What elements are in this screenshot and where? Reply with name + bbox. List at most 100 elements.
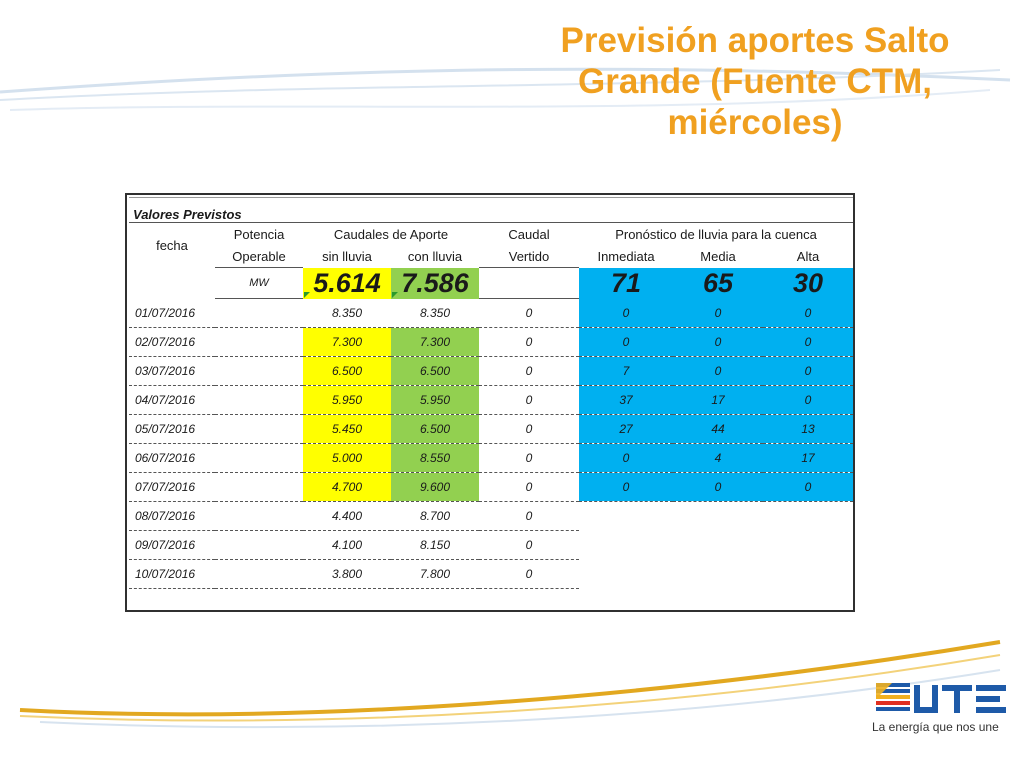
cell-fecha: 07/07/2016 bbox=[129, 472, 215, 502]
cell-con-lluvia: 8.350 bbox=[391, 298, 479, 328]
cell-inmediata: 37 bbox=[579, 385, 673, 415]
cell-alta bbox=[763, 502, 853, 531]
cell-inmediata: 0 bbox=[579, 327, 673, 357]
cell-vertido: 0 bbox=[479, 385, 579, 415]
cell-con-lluvia: 6.500 bbox=[391, 414, 479, 444]
header-potencia-1: Potencia bbox=[215, 222, 303, 245]
cell-vertido: 0 bbox=[479, 501, 579, 531]
cell-inmediata: 0 bbox=[579, 472, 673, 502]
cell-fecha: 02/07/2016 bbox=[129, 327, 215, 357]
table-row: 02/07/2016 7.300 7.300 0 0 0 0 bbox=[129, 327, 854, 357]
table-row: 05/07/2016 5.450 6.500 0 27 44 13 bbox=[129, 414, 854, 444]
cell-media bbox=[673, 560, 763, 589]
cell-media: 0 bbox=[673, 356, 763, 386]
cell-inmediata bbox=[579, 502, 673, 531]
total-inmediata: 71 bbox=[579, 267, 673, 299]
cell-con-lluvia: 5.950 bbox=[391, 385, 479, 415]
cell-con-lluvia: 6.500 bbox=[391, 356, 479, 386]
cell-sin-lluvia: 6.500 bbox=[303, 356, 391, 386]
cell-fecha: 08/07/2016 bbox=[129, 501, 215, 531]
table-row: 01/07/2016 8.350 8.350 0 0 0 0 bbox=[129, 298, 854, 328]
header-caudal-2: Vertido bbox=[508, 248, 550, 264]
logo-tagline: La energía que nos une bbox=[872, 720, 999, 734]
table-row: 10/07/2016 3.800 7.800 0 bbox=[129, 559, 853, 589]
header-caudales: Caudales de Aporte bbox=[303, 222, 479, 245]
cell-sin-lluvia: 4.400 bbox=[303, 501, 391, 531]
cell-sin-lluvia: 5.450 bbox=[303, 414, 391, 444]
cell-potencia bbox=[215, 298, 303, 328]
cell-fecha: 10/07/2016 bbox=[129, 559, 215, 589]
cell-con-lluvia: 8.150 bbox=[391, 530, 479, 560]
cell-alta: 0 bbox=[763, 298, 854, 328]
cell-potencia bbox=[215, 327, 303, 357]
unit-mw: MW bbox=[215, 267, 303, 299]
cell-media: 4 bbox=[673, 443, 763, 473]
cell-alta: 13 bbox=[763, 414, 854, 444]
cell-alta: 0 bbox=[763, 327, 854, 357]
cell-fecha: 05/07/2016 bbox=[129, 414, 215, 444]
cell-inmediata: 0 bbox=[579, 298, 673, 328]
cell-sin-lluvia: 3.800 bbox=[303, 559, 391, 589]
table-row: 04/07/2016 5.950 5.950 0 37 17 0 bbox=[129, 385, 854, 415]
cell-inmediata bbox=[579, 560, 673, 589]
cell-inmediata: 0 bbox=[579, 443, 673, 473]
cell-con-lluvia: 7.800 bbox=[391, 559, 479, 589]
total-media: 65 bbox=[673, 267, 763, 299]
header-potencia-2: Operable bbox=[232, 248, 286, 264]
table-row: 07/07/2016 4.700 9.600 0 0 0 0 bbox=[129, 472, 854, 502]
cell-inmediata bbox=[579, 531, 673, 560]
cell-con-lluvia: 7.300 bbox=[391, 327, 479, 357]
cell-vertido: 0 bbox=[479, 559, 579, 589]
header-alta: Alta bbox=[796, 248, 820, 264]
cell-sin-lluvia: 4.700 bbox=[303, 472, 391, 502]
cell-sin-lluvia: 5.950 bbox=[303, 385, 391, 415]
cell-sin-lluvia: 7.300 bbox=[303, 327, 391, 357]
cell-alta bbox=[763, 560, 853, 589]
cell-potencia bbox=[215, 472, 303, 502]
cell-vertido: 0 bbox=[479, 472, 579, 502]
cell-marker bbox=[392, 292, 398, 298]
cell-media: 0 bbox=[673, 327, 763, 357]
header-pronostico: Pronóstico de lluvia para la cuenca bbox=[579, 222, 854, 245]
cell-con-lluvia: 8.550 bbox=[391, 443, 479, 473]
cell-fecha: 09/07/2016 bbox=[129, 530, 215, 560]
cell-vertido: 0 bbox=[479, 530, 579, 560]
slide-title: Previsión aportes Salto Grande (Fuente C… bbox=[560, 21, 950, 142]
table-row: 08/07/2016 4.400 8.700 0 bbox=[129, 501, 853, 531]
data-rows: 01/07/2016 8.350 8.350 0 0 0 0 02/07/2016 7.300 7… bbox=[129, 298, 854, 589]
cell-con-lluvia: 9.600 bbox=[391, 472, 479, 502]
cell-alta bbox=[763, 531, 853, 560]
cell-potencia bbox=[215, 414, 303, 444]
cell-vertido: 0 bbox=[479, 327, 579, 357]
header-inmediata: Inmediata bbox=[597, 248, 655, 264]
cell-potencia bbox=[215, 530, 303, 560]
section-label: Valores Previstos bbox=[133, 207, 242, 222]
table-row: 06/07/2016 5.000 8.550 0 0 4 17 bbox=[129, 443, 854, 473]
cell-vertido: 0 bbox=[479, 298, 579, 328]
total-sin-lluvia: 5.614 bbox=[303, 267, 391, 299]
cell-inmediata: 27 bbox=[579, 414, 673, 444]
cell-sin-lluvia: 4.100 bbox=[303, 530, 391, 560]
cell-sin-lluvia: 8.350 bbox=[303, 298, 391, 328]
cell-media bbox=[673, 502, 763, 531]
header-caudal-1: Caudal bbox=[479, 222, 579, 245]
cell-media bbox=[673, 531, 763, 560]
cell-alta: 0 bbox=[763, 472, 854, 502]
cell-media: 0 bbox=[673, 298, 763, 328]
header-fecha: fecha bbox=[129, 222, 215, 268]
cell-vertido: 0 bbox=[479, 356, 579, 386]
cell-fecha: 04/07/2016 bbox=[129, 385, 215, 415]
cell-alta: 0 bbox=[763, 385, 854, 415]
table-row: 03/07/2016 6.500 6.500 0 7 0 0 bbox=[129, 356, 854, 386]
cell-potencia bbox=[215, 385, 303, 415]
header-media: Media bbox=[700, 248, 736, 264]
cell-media: 0 bbox=[673, 472, 763, 502]
cell-alta: 0 bbox=[763, 356, 854, 386]
cell-con-lluvia: 8.700 bbox=[391, 501, 479, 531]
cell-inmediata: 7 bbox=[579, 356, 673, 386]
cell-potencia bbox=[215, 501, 303, 531]
cell-potencia bbox=[215, 559, 303, 589]
cell-vertido: 0 bbox=[479, 443, 579, 473]
header-con-lluvia: con lluvia bbox=[407, 248, 463, 264]
